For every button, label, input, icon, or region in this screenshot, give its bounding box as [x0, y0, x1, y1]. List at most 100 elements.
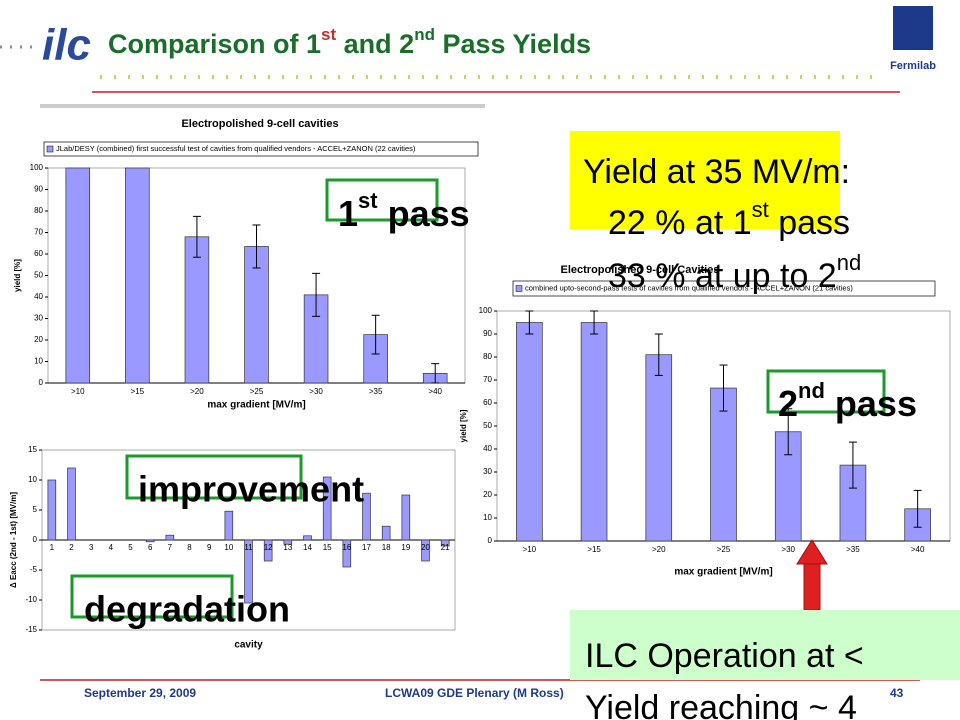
footer-event: LCWA09 GDE Plenary (M Ross) — [385, 686, 564, 700]
x-tick-label: >35 — [369, 387, 383, 396]
bar — [421, 539, 430, 562]
y-axis-label: Δ Eacc (2nd - 1st) [MV/m] — [9, 492, 18, 588]
second-pass-label: 2nd pass — [778, 378, 917, 424]
bar — [362, 492, 371, 541]
x-tick-label: >35 — [846, 545, 860, 554]
y-axis-label: yield [%] — [13, 259, 22, 292]
legend-label: combined upto-second-pass tests of cavit… — [525, 283, 853, 292]
x-tick-label: 12 — [264, 543, 273, 552]
x-tick-label: 1 — [50, 543, 55, 552]
highlight-box — [570, 610, 960, 680]
y-tick-label: -5 — [30, 565, 38, 574]
institution: Fermilab — [890, 60, 936, 72]
text-part: 1 — [338, 193, 358, 234]
ilc-line: ILC Operation at < — [585, 637, 864, 675]
x-tick-label: >25 — [717, 545, 731, 554]
bar — [342, 539, 352, 568]
bar — [440, 539, 450, 547]
bar — [263, 539, 273, 562]
bar — [165, 534, 175, 541]
bar — [322, 476, 332, 541]
x-tick-label: 9 — [207, 543, 212, 552]
x-tick-label: 13 — [283, 543, 292, 552]
x-tick-label: 10 — [224, 543, 233, 552]
text-part: 33 % at up to 2 — [608, 257, 837, 295]
x-tick-label: 7 — [168, 543, 173, 552]
x-tick-label: 20 — [421, 543, 430, 552]
chart-frame-top — [40, 104, 485, 108]
improvement-label: improvement — [138, 469, 364, 510]
title-part: Comparison of 1 — [108, 29, 321, 59]
x-axis-label: cavity — [234, 640, 263, 651]
yield-heading: Yield at 35 MV/m: — [583, 153, 850, 191]
legend-frame — [512, 280, 936, 297]
x-tick-label: 2 — [69, 543, 74, 552]
x-tick-label: 17 — [362, 543, 371, 552]
bar — [65, 167, 91, 384]
x-tick-label: >15 — [131, 387, 145, 396]
bar — [67, 467, 76, 541]
x-tick-label: 8 — [187, 543, 192, 552]
ilc-line: Yield reaching ~ 4 — [585, 689, 857, 720]
y-tick-label: 40 — [34, 292, 43, 301]
y-tick-label: -10 — [25, 595, 37, 604]
x-tick-label: 14 — [303, 543, 312, 552]
bar — [47, 479, 57, 541]
bar — [145, 539, 155, 543]
y-tick-label: 50 — [483, 421, 492, 430]
legend-frame — [43, 141, 479, 157]
x-tick-label: 15 — [323, 543, 332, 552]
bar — [184, 236, 210, 384]
y-tick-label: 0 — [33, 535, 38, 544]
x-tick-label: >20 — [652, 545, 666, 554]
highlight-box — [570, 131, 840, 229]
bar — [381, 525, 391, 541]
sup: st — [358, 188, 378, 213]
fermilab-logo — [893, 6, 933, 50]
y-axis-label: yield [%] — [459, 409, 468, 442]
x-tick-label: 21 — [441, 543, 450, 552]
y-tick-label: 0 — [39, 378, 44, 387]
legend-swatch — [46, 145, 54, 153]
bar — [125, 167, 150, 384]
y-tick-label: 5 — [33, 505, 38, 514]
x-tick-label: >10 — [523, 545, 537, 554]
first-pass-label: 1st pass — [338, 188, 470, 234]
y-tick-label: 80 — [34, 206, 43, 215]
yield-line: 22 % at 1st pass — [608, 197, 850, 242]
x-tick-label: >30 — [309, 387, 323, 396]
y-tick-label: 100 — [30, 163, 44, 172]
y-tick-label: 90 — [483, 329, 492, 338]
chart-title: Electropolished 9-cell cavities — [181, 118, 338, 130]
y-tick-label: 70 — [483, 375, 492, 384]
arrow-head — [796, 539, 828, 565]
arrow-shaft — [803, 561, 821, 611]
degradation-label: degradation — [84, 589, 290, 630]
logo: ilc — [42, 21, 91, 70]
title-sup: nd — [414, 25, 435, 44]
y-tick-label: 100 — [479, 306, 493, 315]
x-tick-label: 18 — [382, 543, 391, 552]
y-tick-label: 60 — [34, 249, 43, 258]
label-box — [70, 574, 234, 619]
y-tick-label: 10 — [28, 475, 37, 484]
y-tick-label: 30 — [483, 467, 492, 476]
x-tick-label: >25 — [250, 387, 264, 396]
x-tick-label: 3 — [89, 543, 94, 552]
y-tick-label: 0 — [488, 536, 493, 545]
y-tick-label: 10 — [34, 357, 43, 366]
legend-swatch — [515, 285, 523, 292]
sup: st — [752, 197, 769, 222]
legend-label: JLab/DESY (combined) first successful te… — [56, 144, 416, 153]
y-tick-label: 90 — [34, 185, 43, 194]
x-tick-label: 4 — [109, 543, 114, 552]
text-part: pass — [769, 204, 850, 242]
y-tick-label: 20 — [34, 335, 43, 344]
text-part: pass — [825, 383, 917, 424]
x-axis-label: max gradient [MV/m] — [674, 567, 772, 578]
text-part: 22 % at 1 — [608, 204, 752, 242]
slide-title: Comparison of 1st and 2nd Pass Yields — [108, 25, 591, 59]
label-box — [125, 454, 303, 500]
x-axis-label: max gradient [MV/m] — [207, 400, 305, 411]
x-tick-label: >20 — [190, 387, 204, 396]
